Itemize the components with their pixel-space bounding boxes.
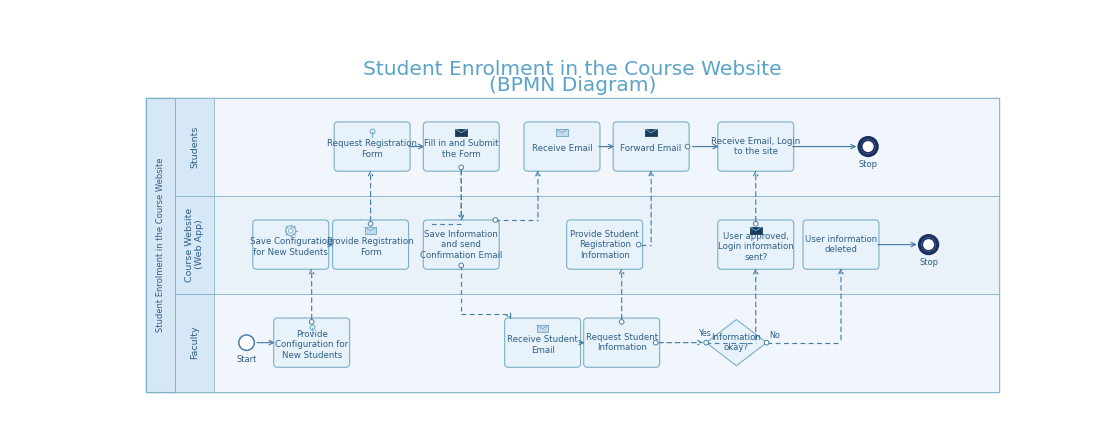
Text: Yes: Yes bbox=[698, 329, 710, 338]
Circle shape bbox=[493, 218, 498, 222]
Text: Request Student
Information: Request Student Information bbox=[585, 333, 658, 352]
FancyBboxPatch shape bbox=[175, 294, 999, 392]
FancyBboxPatch shape bbox=[556, 129, 567, 136]
FancyBboxPatch shape bbox=[175, 294, 214, 392]
FancyBboxPatch shape bbox=[146, 97, 175, 392]
Text: No: No bbox=[768, 331, 780, 340]
Polygon shape bbox=[706, 320, 766, 366]
Text: Stop: Stop bbox=[919, 257, 938, 267]
Text: Start: Start bbox=[237, 354, 257, 363]
FancyBboxPatch shape bbox=[175, 97, 214, 196]
Text: User approved,
Login information
sent?: User approved, Login information sent? bbox=[718, 232, 793, 262]
FancyBboxPatch shape bbox=[750, 227, 762, 234]
FancyBboxPatch shape bbox=[175, 196, 214, 294]
Text: Forward Email: Forward Email bbox=[621, 144, 681, 153]
Text: Course Website
(Web App): Course Website (Web App) bbox=[185, 207, 204, 282]
FancyBboxPatch shape bbox=[718, 122, 794, 171]
Circle shape bbox=[459, 263, 464, 268]
Text: Save Configuration
for New Students: Save Configuration for New Students bbox=[249, 237, 332, 257]
Circle shape bbox=[859, 138, 877, 156]
Text: Faculty: Faculty bbox=[190, 326, 199, 359]
FancyBboxPatch shape bbox=[252, 220, 328, 269]
Circle shape bbox=[239, 335, 255, 350]
Text: Fill in and Submit
the Form: Fill in and Submit the Form bbox=[424, 139, 498, 159]
FancyBboxPatch shape bbox=[613, 122, 689, 171]
Circle shape bbox=[459, 165, 464, 170]
FancyBboxPatch shape bbox=[456, 129, 467, 136]
Text: Student Enrolment in the Course Website: Student Enrolment in the Course Website bbox=[363, 59, 782, 79]
FancyBboxPatch shape bbox=[175, 196, 999, 294]
FancyBboxPatch shape bbox=[423, 220, 499, 269]
FancyBboxPatch shape bbox=[334, 122, 410, 171]
Circle shape bbox=[754, 222, 758, 226]
FancyBboxPatch shape bbox=[274, 318, 350, 367]
Text: Request Registration
Form: Request Registration Form bbox=[327, 139, 417, 159]
Text: Provide Student
Registration
Information: Provide Student Registration Information bbox=[571, 230, 639, 260]
Text: User information
deleted: User information deleted bbox=[805, 235, 877, 254]
FancyBboxPatch shape bbox=[718, 220, 794, 269]
Circle shape bbox=[704, 340, 708, 345]
Text: Information
okay?: Information okay? bbox=[712, 333, 762, 352]
Text: Students: Students bbox=[190, 125, 199, 168]
Circle shape bbox=[637, 242, 641, 247]
Circle shape bbox=[919, 236, 937, 253]
FancyBboxPatch shape bbox=[423, 122, 499, 171]
FancyBboxPatch shape bbox=[524, 122, 600, 171]
FancyBboxPatch shape bbox=[803, 220, 879, 269]
FancyBboxPatch shape bbox=[537, 325, 548, 332]
Text: Student Enrolment in the Course Website: Student Enrolment in the Course Website bbox=[156, 157, 165, 332]
FancyBboxPatch shape bbox=[505, 318, 581, 367]
FancyBboxPatch shape bbox=[584, 318, 660, 367]
Text: Receive Email: Receive Email bbox=[532, 144, 592, 153]
Circle shape bbox=[862, 140, 875, 153]
Circle shape bbox=[309, 320, 314, 324]
Text: Provide Registration
Form: Provide Registration Form bbox=[327, 237, 414, 257]
Circle shape bbox=[369, 222, 373, 226]
Text: (BPMN Diagram): (BPMN Diagram) bbox=[489, 76, 656, 95]
Text: Stop: Stop bbox=[859, 160, 878, 169]
Text: Receive Student
Email: Receive Student Email bbox=[507, 335, 579, 354]
Circle shape bbox=[619, 320, 624, 324]
FancyBboxPatch shape bbox=[146, 97, 999, 392]
Circle shape bbox=[685, 144, 690, 149]
Circle shape bbox=[764, 340, 768, 345]
FancyBboxPatch shape bbox=[646, 129, 657, 136]
FancyBboxPatch shape bbox=[333, 220, 409, 269]
Text: Receive Email, Login
to the site: Receive Email, Login to the site bbox=[712, 137, 801, 156]
FancyBboxPatch shape bbox=[566, 220, 642, 269]
Text: Provide
Configuration for
New Students: Provide Configuration for New Students bbox=[275, 330, 349, 360]
FancyBboxPatch shape bbox=[365, 227, 376, 234]
Text: Save Information
and send
Confirmation Email: Save Information and send Confirmation E… bbox=[420, 230, 503, 260]
FancyBboxPatch shape bbox=[175, 97, 999, 196]
Circle shape bbox=[923, 238, 935, 251]
Circle shape bbox=[653, 340, 658, 345]
